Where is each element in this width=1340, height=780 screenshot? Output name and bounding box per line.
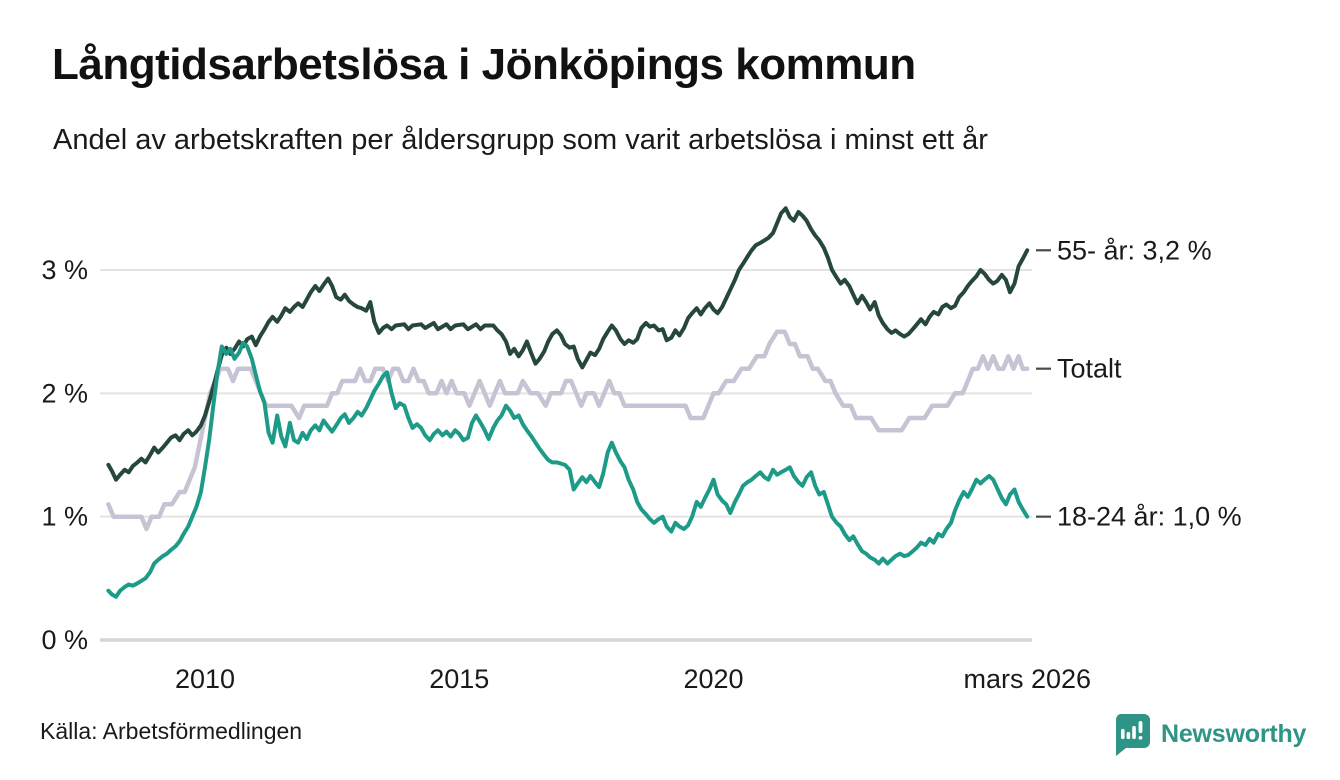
bar-chart-glyph — [1121, 721, 1143, 740]
x-tick-label: 2015 — [429, 664, 489, 694]
y-tick-label: 1 % — [41, 502, 88, 532]
y-tick-label: 0 % — [41, 625, 88, 655]
newsworthy-logo: Newsworthy — [1112, 712, 1306, 756]
series-label: 55- år: 3,2 % — [1057, 235, 1212, 265]
series-line-55-r — [106, 206, 1030, 482]
x-tick-label: 2010 — [175, 664, 235, 694]
y-axis-labels: 0 % 1 % 2 % 3 % — [41, 255, 88, 655]
page-title: Långtidsarbetslösa i Jönköpings kommun — [52, 40, 916, 89]
source-note: Källa: Arbetsförmedlingen — [40, 718, 303, 744]
x-tick-label: 2020 — [683, 664, 743, 694]
chart-subtitle: Andel av arbetskraften per åldersgrupp s… — [53, 124, 988, 156]
y-tick-label: 3 % — [41, 255, 88, 285]
series-line-18-24-r — [106, 340, 1030, 599]
series-annotations: 55- år: 3,2 % Totalt 18-24 år: 1,0 % — [1036, 235, 1242, 532]
y-tick-label: 2 % — [41, 378, 88, 408]
newsworthy-icon — [1115, 714, 1150, 756]
brand-wordmark: Newsworthy — [1161, 719, 1307, 748]
x-axis-labels: 2010 2015 2020 mars 2026 — [175, 664, 1091, 694]
series-label: Totalt — [1057, 354, 1122, 384]
gridlines — [100, 269, 1032, 642]
x-tick-label: mars 2026 — [963, 664, 1091, 694]
series-label: 18-24 år: 1,0 % — [1057, 502, 1242, 532]
series-line-totalt — [106, 329, 1030, 532]
chart-series — [106, 206, 1030, 599]
